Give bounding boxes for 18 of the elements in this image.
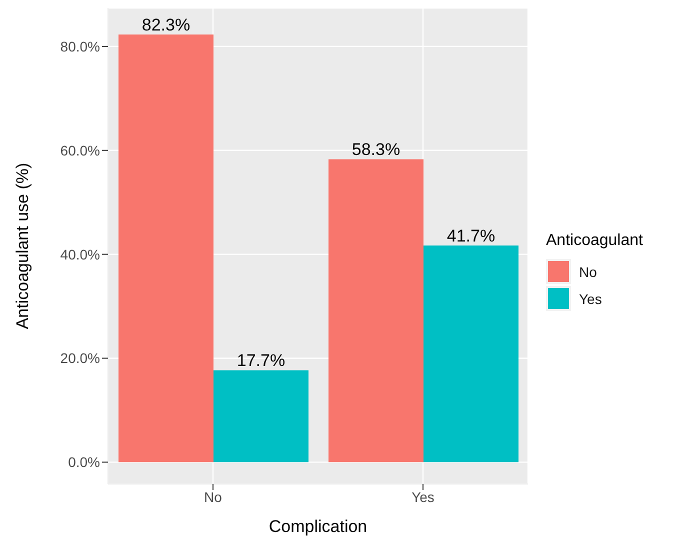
y-tick-label: 40.0%	[60, 246, 100, 262]
bar	[328, 159, 424, 462]
y-axis-title: Anticoagulant use (%)	[13, 162, 32, 330]
y-tick-label: 20.0%	[60, 350, 100, 366]
bar	[118, 34, 214, 462]
data-label: 41.7%	[446, 226, 496, 246]
legend-label: No	[578, 262, 598, 282]
bar	[214, 370, 308, 462]
data-label: 58.3%	[352, 140, 400, 160]
data-label: 82.3%	[142, 16, 190, 34]
legend-label: Yes	[578, 290, 603, 308]
y-tick-label: 80.0%	[60, 38, 100, 54]
data-label: 17.7%	[236, 351, 286, 370]
legend-title: Anticoagulant	[546, 232, 644, 250]
y-tick-label: 60.0%	[60, 142, 100, 158]
bar	[424, 245, 518, 462]
y-tick-label: 0.0%	[68, 454, 100, 470]
x-axis-title: Complication	[268, 517, 368, 536]
